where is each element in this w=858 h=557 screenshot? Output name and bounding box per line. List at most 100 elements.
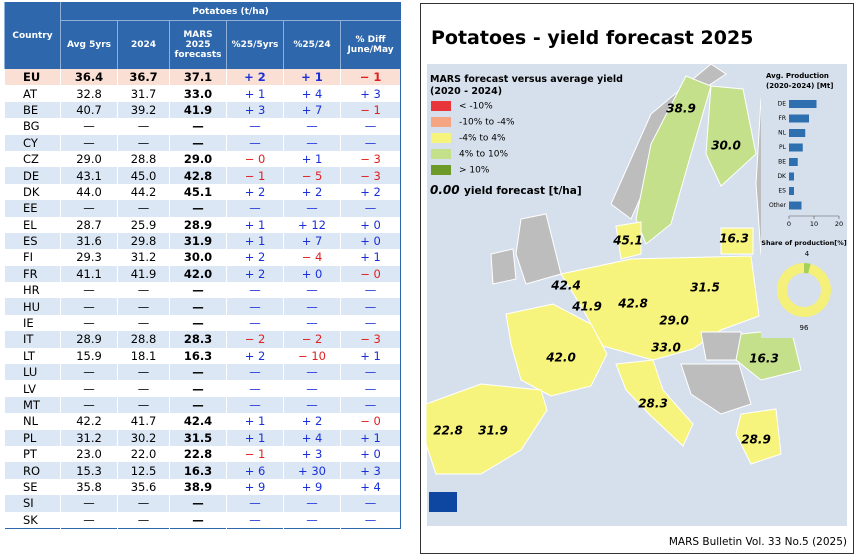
table-row: SK — — — — — —: [4, 511, 401, 529]
table-cell: 28.7: [60, 216, 118, 233]
table-cell: NL: [4, 413, 61, 430]
bar: [789, 158, 798, 166]
x-tick-label: 10: [810, 220, 818, 228]
table-cell: FI: [4, 249, 61, 266]
yield-label: 41.9: [571, 300, 602, 314]
bar-title: Avg. Production: [766, 72, 829, 80]
table-cell: + 30: [283, 462, 341, 479]
table-cell: —: [226, 380, 284, 397]
yield-label: 22.8: [433, 424, 463, 438]
table-cell: − 2: [226, 331, 284, 348]
pie-slice: [777, 263, 831, 317]
table-cell: —: [339, 511, 401, 529]
table-row: ES 31.6 29.8 31.9 + 1 + 7 + 0: [4, 232, 401, 250]
x-tick-label: 20: [835, 220, 843, 228]
table-row: BE 40.7 39.2 41.9 + 3 + 7− 1: [4, 101, 401, 119]
table-cell: —: [339, 495, 401, 512]
table-cell: + 2: [226, 69, 284, 86]
legend-label: > 10%: [459, 166, 490, 176]
pie-slice: [803, 263, 811, 274]
table-cell: 41.9: [117, 265, 170, 283]
legend-swatch: [431, 149, 451, 159]
table-cell: CY: [4, 134, 61, 151]
pie-label: 4: [805, 250, 810, 258]
table-row: RO 15.3 12.5 16.3 + 6 + 30 + 3: [4, 462, 401, 479]
table-cell: —: [283, 511, 341, 529]
table-cell: —: [169, 364, 227, 381]
table-row: FI 29.3 31.2 30.0 + 2− 4 + 1: [4, 249, 401, 266]
table-cell: − 0: [339, 265, 401, 283]
table-cell: DE: [4, 167, 61, 184]
table-cell: HR: [4, 282, 61, 299]
table-cell: —: [283, 364, 341, 381]
table-cell: —: [117, 298, 170, 315]
table-cell: PL: [4, 429, 61, 446]
legend-label: < -10%: [459, 102, 493, 112]
table-row: BG — — — — — —: [4, 118, 401, 135]
table-cell: 40.7: [60, 101, 118, 119]
table-cell: 28.8: [117, 150, 170, 168]
table-cell: —: [226, 134, 284, 151]
table-cell: + 1: [339, 429, 401, 446]
table-cell: + 2: [283, 183, 341, 201]
table-row: IE — — — — — —: [4, 314, 401, 332]
table-cell: LV: [4, 380, 61, 397]
table-cell: —: [60, 298, 118, 315]
legend: < -10% -10% to -4% -4% to 4% 4% to 10% > 10%: [431, 101, 515, 176]
table-cell: 38.9: [169, 478, 227, 496]
table-cell: —: [60, 200, 118, 217]
table-cell: FR: [4, 265, 61, 283]
table-cell: —: [169, 314, 227, 332]
table-row: PL 31.2 30.2 31.5 + 1 + 4 + 1: [4, 429, 401, 446]
table-cell: —: [283, 200, 341, 217]
legend-label: 4% to 10%: [459, 150, 508, 160]
table-cell: 36.4: [60, 69, 118, 86]
table-cell: —: [283, 282, 341, 299]
table-cell: SE: [4, 478, 61, 496]
table-cell: + 4: [283, 429, 341, 446]
ireland: [490, 248, 517, 285]
table-cell: − 4: [283, 249, 341, 266]
lithuania: [720, 227, 754, 255]
table-cell: —: [283, 118, 341, 135]
table-cell: —: [117, 314, 170, 332]
bar: [789, 114, 809, 123]
yield-table: Country Potatoes (t/ha) Avg 5yrs 2024 MARS 2…: [4, 2, 402, 529]
table-cell: 43.1: [60, 167, 118, 184]
bar: [789, 129, 806, 137]
table-cell: —: [339, 118, 401, 135]
hungary: [700, 331, 742, 361]
bar: [789, 201, 802, 210]
table-cell: 41.9: [169, 101, 227, 119]
table-cell: 22.0: [117, 445, 170, 463]
table-cell: —: [169, 200, 227, 217]
table-cell: SI: [4, 495, 61, 512]
table-cell: + 9: [226, 478, 284, 496]
table-cell: 29.8: [117, 232, 170, 250]
table-cell: 35.6: [117, 478, 170, 496]
table-cell: —: [117, 200, 170, 217]
table-cell: 45.1: [169, 183, 227, 201]
table-cell: —: [283, 380, 341, 397]
table-cell: + 2: [226, 347, 284, 365]
bar: [789, 187, 794, 195]
table-cell: —: [169, 380, 227, 397]
table-cell: + 2: [226, 249, 284, 266]
table-cell: BG: [4, 118, 61, 135]
x-tick-label: 0: [787, 220, 791, 228]
yield-label: 16.3: [719, 232, 749, 246]
table-cell: 42.2: [60, 413, 118, 430]
table-row: NL 42.2 41.7 42.4 + 1 + 2− 0: [4, 413, 401, 430]
pie-title: Share of production[%]: [761, 239, 846, 247]
table-cell: 31.2: [60, 429, 118, 446]
table-cell: ES: [4, 232, 61, 250]
table-cell: − 5: [283, 167, 341, 184]
italy: [615, 359, 694, 447]
table-cell: —: [60, 364, 118, 381]
table-cell: —: [117, 134, 170, 151]
table-cell: —: [339, 396, 401, 414]
table-cell: + 1: [283, 150, 341, 168]
table-cell: SK: [4, 511, 61, 529]
pie-label: 96: [800, 324, 809, 332]
